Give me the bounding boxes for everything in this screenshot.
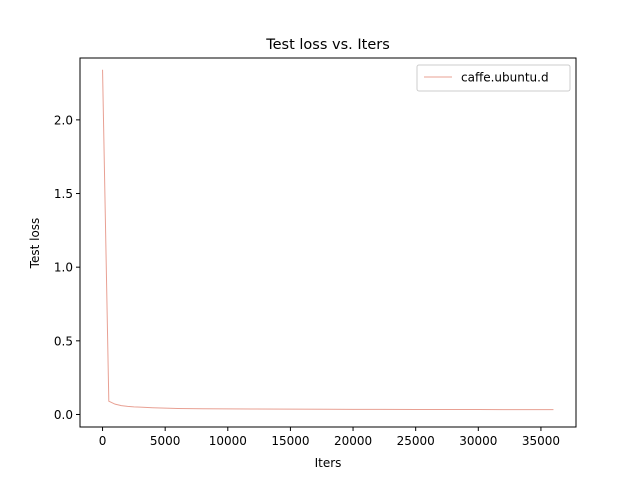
y-tick-label: 1.5: [54, 187, 73, 201]
plot-frame: [79, 57, 577, 428]
y-axis-ticks: 0.0 0.5 1.0 1.5 2.0: [54, 113, 80, 422]
series-line-0: [102, 69, 554, 411]
x-tick-label: 20000: [334, 434, 372, 448]
x-tick-label: 10000: [209, 434, 247, 448]
x-axis-ticks: 0 5000 10000 15000 20000 25000 30000 35000: [99, 427, 560, 448]
y-tick-label: 2.0: [54, 113, 73, 127]
x-tick-label: 0: [99, 434, 107, 448]
x-tick-label: 25000: [397, 434, 435, 448]
y-axis-label: Test loss: [28, 218, 42, 270]
x-tick-label: 15000: [271, 434, 309, 448]
y-tick-label: 0.0: [54, 408, 73, 422]
x-tick-label: 30000: [459, 434, 497, 448]
x-tick-label: 5000: [150, 434, 181, 448]
legend-box: [416, 64, 571, 92]
x-axis-label: Iters: [315, 456, 342, 470]
x-tick-label: 35000: [522, 434, 560, 448]
y-tick-label: 0.5: [54, 334, 73, 348]
chart-title: Test loss vs. Iters: [265, 37, 390, 53]
legend: caffe.ubuntu.d: [416, 64, 571, 92]
series-layer: [102, 69, 554, 411]
legend-label: caffe.ubuntu.d: [461, 71, 549, 85]
plot-area: [80, 58, 576, 427]
y-tick-label: 1.0: [54, 261, 73, 275]
